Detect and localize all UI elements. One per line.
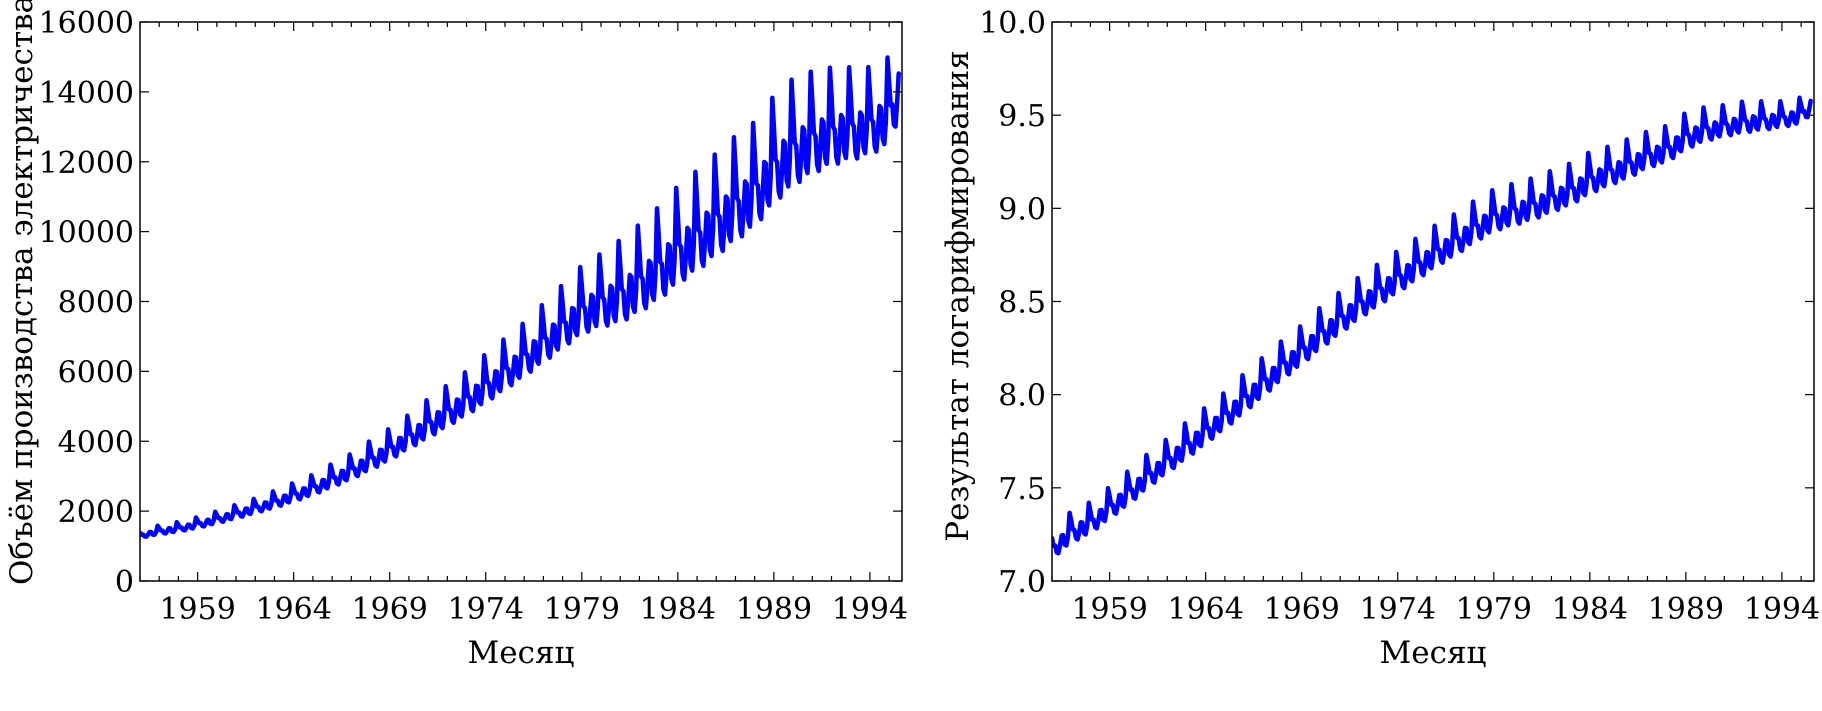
y-tick-label: 12000 xyxy=(39,146,134,181)
x-tick-label: 1959 xyxy=(159,592,235,627)
series-line xyxy=(140,55,901,539)
x-tick-label: 1994 xyxy=(832,592,908,627)
x-tick-label: 1989 xyxy=(736,592,812,627)
x-tick-label: 1989 xyxy=(1648,592,1724,627)
x-axis-title: Месяц xyxy=(468,635,575,671)
y-tick-label: 8.5 xyxy=(998,286,1046,321)
y-tick-label: 8.0 xyxy=(998,379,1046,414)
x-tick-label: 1979 xyxy=(544,592,620,627)
series-line xyxy=(1052,95,1813,556)
plot-frame xyxy=(1051,21,1815,582)
y-tick-label: 10000 xyxy=(39,216,134,251)
y-tick-label: 14000 xyxy=(39,76,134,111)
y-axis-title: Результат логарифмирования xyxy=(940,50,976,542)
y-tick-label: 10.0 xyxy=(979,6,1046,41)
x-tick-label: 1964 xyxy=(255,592,331,627)
y-tick-label: 0 xyxy=(115,565,134,600)
x-tick-label: 1969 xyxy=(352,592,428,627)
x-axis-title: Месяц xyxy=(1380,635,1487,671)
y-tick-label: 9.0 xyxy=(998,192,1046,227)
x-tick-label: 1974 xyxy=(448,592,524,627)
x-tick-label: 1969 xyxy=(1264,592,1340,627)
y-tick-label: 2000 xyxy=(58,495,134,530)
x-tick-label: 1979 xyxy=(1456,592,1532,627)
x-tick-label: 1984 xyxy=(640,592,716,627)
y-tick-label: 4000 xyxy=(58,425,134,460)
y-tick-label: 8000 xyxy=(58,286,134,321)
x-tick-label: 1994 xyxy=(1744,592,1820,627)
y-tick-label: 7.5 xyxy=(998,472,1046,507)
y-tick-label: 9.5 xyxy=(998,99,1046,134)
x-tick-label: 1964 xyxy=(1167,592,1243,627)
y-tick-label: 6000 xyxy=(58,355,134,390)
y-tick-label: 16000 xyxy=(39,6,134,41)
electricity-production-chart: 1959 1964 1969 1974 1979 1984 1989 1994 0 2000 400… xyxy=(4,0,908,671)
x-tick-label: 1984 xyxy=(1552,592,1628,627)
log-transformed-chart: 1959 1964 1969 1974 1979 1984 1989 1994 7.0 7.5 8.… xyxy=(940,6,1820,671)
x-tick-label: 1974 xyxy=(1360,592,1436,627)
x-tick-label: 1959 xyxy=(1071,592,1147,627)
y-axis-title: Объём производства электричества xyxy=(4,0,40,585)
y-tick-label: 7.0 xyxy=(998,565,1046,600)
